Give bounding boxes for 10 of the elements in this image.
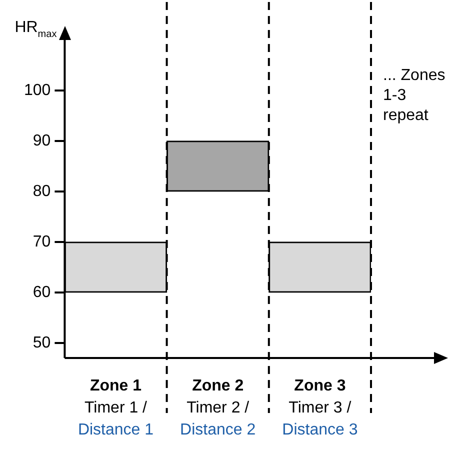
y-tick-label: 60 (32, 284, 51, 301)
y-tick-label: 50 (32, 334, 51, 352)
y-tick-label: 90 (32, 132, 51, 150)
y-tick-label: 100 (24, 82, 51, 99)
x-tick-label: Zone 1 Timer 1 / Distance 1 (78, 377, 154, 438)
y-tick-label: 70 (32, 233, 51, 250)
x-tick-label: Zone 3 Timer 3 / Distance 3 (282, 377, 358, 438)
x-tick-label: Zone 2 Timer 2 / Distance 2 (180, 377, 256, 438)
annotation: ... Zones 1-3 repeat (383, 67, 446, 124)
y-tick-label: 80 (32, 182, 51, 200)
